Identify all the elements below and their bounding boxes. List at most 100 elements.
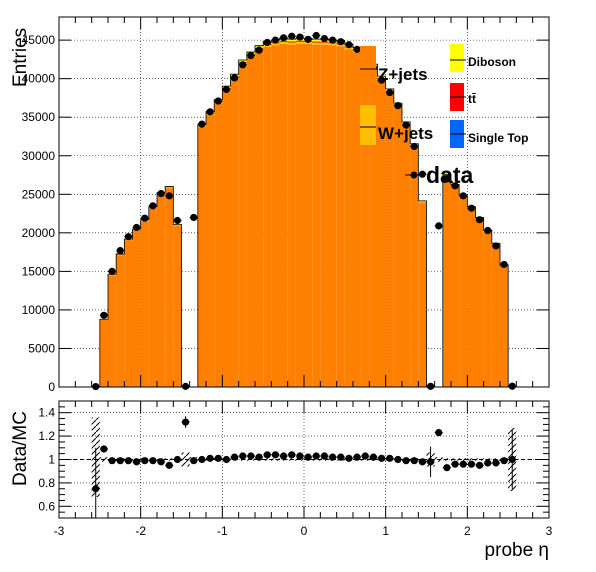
bar-zjets (451, 185, 460, 387)
ratio-point (426, 458, 435, 466)
data-point (149, 202, 157, 210)
data-points (91, 31, 517, 391)
ratio-point (328, 453, 337, 461)
bar-zjets (312, 44, 321, 387)
bar-zjets (157, 194, 166, 387)
ratio-point (116, 457, 124, 465)
bar-zjets (442, 175, 451, 387)
data-point (435, 222, 443, 230)
ratio-point (394, 455, 402, 464)
ratio-point (92, 485, 100, 493)
bar-zjets (418, 202, 427, 387)
ratio-point (459, 460, 467, 468)
data-point (288, 32, 296, 40)
ratio-point (124, 457, 133, 465)
bar-zjets (255, 50, 264, 388)
data-point (296, 33, 304, 41)
y-tick-label: 0.8 (38, 476, 55, 490)
ratio-point (108, 457, 116, 465)
bar-zjets (320, 44, 329, 387)
ratio-point (353, 453, 361, 461)
ratio-point (100, 445, 108, 453)
data-point (508, 382, 516, 390)
ratio-point (222, 455, 231, 464)
ratio-point (484, 459, 492, 467)
ratio-point (173, 455, 182, 464)
bar-zjets (344, 49, 353, 387)
bar-zjets (304, 43, 313, 388)
bar-zjets (483, 231, 492, 387)
stacked-histogram (91, 37, 517, 388)
ratio-point (181, 418, 190, 426)
error-band (181, 452, 190, 467)
bar-diboson (312, 39, 321, 42)
ratio-point (271, 451, 280, 459)
bar-zjets (230, 78, 239, 388)
ratio-point (361, 452, 369, 460)
x-tick-label: -1 (217, 524, 228, 538)
error-band (263, 458, 272, 461)
bar-zjets (353, 52, 362, 387)
ratio-axes: 0.6 0.8 1 1.2 1.4 -3 -2 -1 0 1 2 3 (38, 400, 553, 538)
data-point (263, 38, 271, 47)
error-band (475, 458, 484, 461)
ratio-point (165, 461, 173, 469)
data-point (141, 214, 149, 222)
y-tick-label: 40000 (22, 72, 56, 86)
error-band (451, 458, 460, 461)
bar-zjets (263, 47, 272, 387)
data-point (402, 121, 410, 129)
legend: Z+jets W+jets Diboson tt̄ Single Top dat… (360, 44, 528, 188)
data-point (394, 102, 402, 110)
ratio-point (198, 455, 206, 464)
error-band (467, 458, 476, 461)
y-tick-label: 1 (48, 453, 55, 467)
bar-zjets (385, 92, 394, 388)
bar-zjets (459, 196, 468, 387)
ratio-point (279, 452, 288, 460)
bar-diboson (418, 200, 427, 202)
legend-label-data: data (426, 162, 474, 188)
bar-wjets (295, 41, 304, 44)
ratio-point (239, 452, 247, 460)
legend-label-diboson: Diboson (468, 55, 516, 69)
bar-zjets (402, 124, 411, 388)
data-point (492, 242, 500, 250)
ratio-point (312, 452, 320, 460)
ratio-point (157, 458, 165, 466)
data-point (206, 108, 214, 116)
bar-diboson (287, 39, 296, 42)
data-point (377, 76, 386, 84)
error-band (99, 457, 108, 462)
x-axis-title: probe η (485, 540, 549, 561)
bar-diboson (238, 60, 247, 63)
error-band (287, 458, 296, 461)
legend-marker-data (410, 171, 418, 179)
bar-zjets (99, 319, 108, 387)
data-point (451, 182, 459, 190)
ratio-point (230, 453, 239, 461)
ratio-point (418, 458, 427, 466)
bar-zjets (279, 43, 288, 388)
main-axes: 0 5000 10000 15000 20000 25000 30000 35000 40000… (22, 16, 550, 394)
data-point (475, 216, 484, 224)
bar-tt (312, 41, 321, 43)
y-tick-label: 30000 (22, 149, 56, 163)
data-point (337, 38, 345, 46)
bar-zjets (173, 225, 182, 387)
y-tick-label: 35000 (22, 110, 56, 124)
x-tick-label: 1 (382, 524, 389, 538)
data-point (108, 267, 116, 275)
ratio-point (190, 457, 198, 465)
bar-zjets (467, 208, 476, 387)
data-point (500, 260, 508, 269)
ratio-point (508, 455, 516, 464)
bar-zjets (295, 43, 304, 388)
data-point (116, 246, 124, 255)
data-point (100, 311, 108, 319)
ratio-point (247, 452, 255, 460)
data-point (124, 233, 133, 241)
bar-wjets (328, 43, 337, 46)
ratio-point (451, 460, 459, 468)
error-band (442, 458, 451, 461)
